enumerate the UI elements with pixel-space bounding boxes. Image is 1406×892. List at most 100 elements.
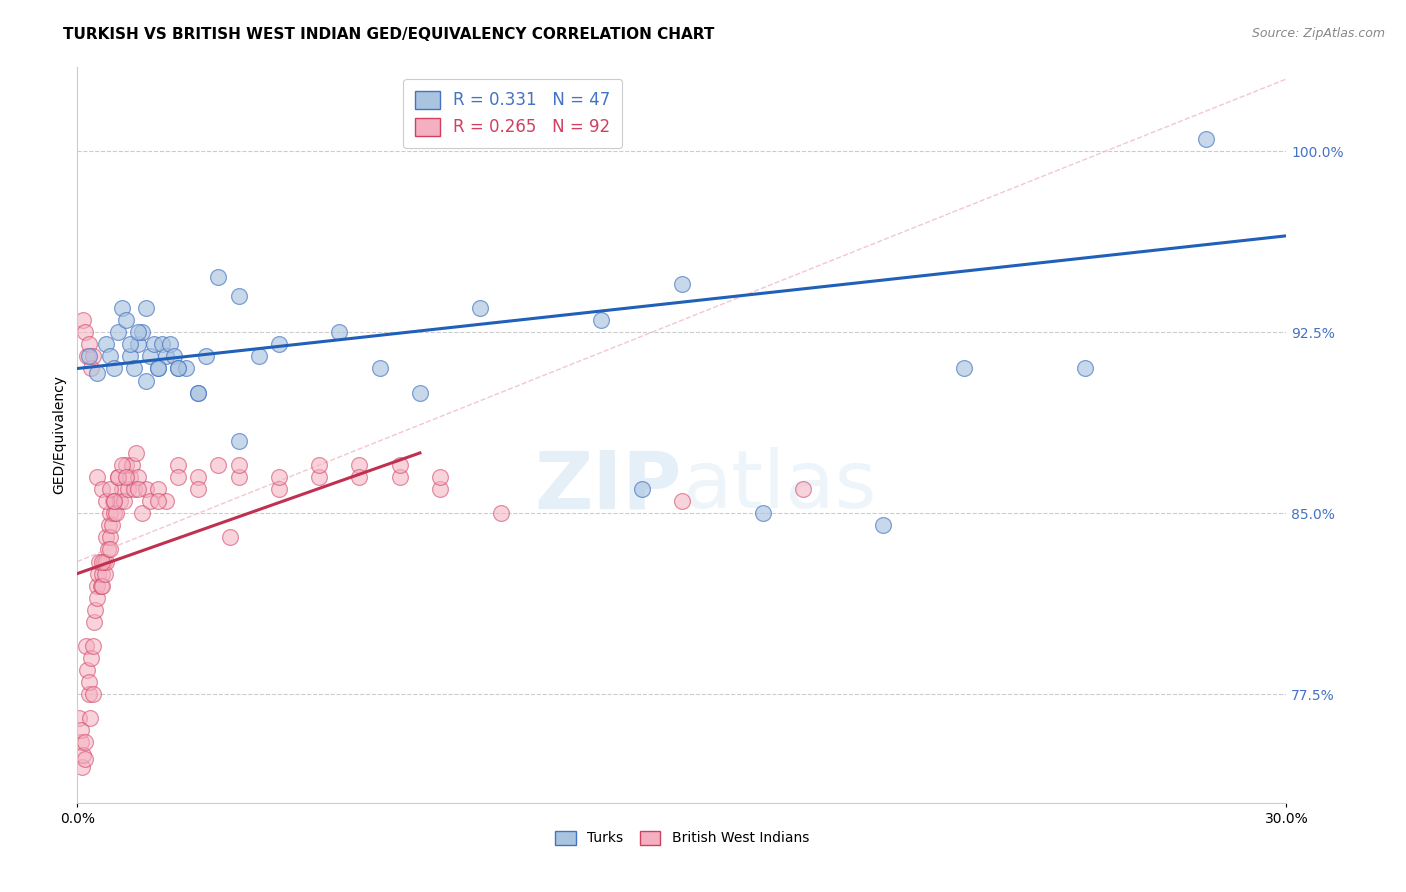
Point <box>118 350 141 364</box>
Point <box>349 470 371 484</box>
Point <box>751 506 773 520</box>
Point <box>228 289 250 303</box>
Point <box>146 361 169 376</box>
Point <box>118 470 141 484</box>
Point <box>101 494 124 508</box>
Point <box>108 494 131 508</box>
Point <box>671 277 693 291</box>
Point <box>121 458 143 472</box>
Point <box>127 482 149 496</box>
Point <box>308 458 330 472</box>
Point <box>86 470 108 484</box>
Point <box>470 301 492 315</box>
Point <box>93 555 115 569</box>
Point <box>131 326 153 340</box>
Point <box>792 482 814 496</box>
Legend: Turks, British West Indians: Turks, British West Indians <box>550 825 814 851</box>
Point <box>93 566 115 581</box>
Point <box>630 482 652 496</box>
Point <box>80 651 103 665</box>
Point <box>107 326 129 340</box>
Point <box>94 530 117 544</box>
Point <box>96 542 118 557</box>
Point <box>89 555 111 569</box>
Point <box>79 350 101 364</box>
Point <box>207 269 229 284</box>
Point <box>94 494 117 508</box>
Point <box>90 579 112 593</box>
Point <box>1195 132 1218 146</box>
Point <box>187 482 209 496</box>
Point <box>83 615 105 629</box>
Point <box>146 494 169 508</box>
Point <box>72 747 94 762</box>
Point <box>187 385 209 400</box>
Point <box>80 361 103 376</box>
Point <box>155 494 177 508</box>
Point <box>308 470 330 484</box>
Point <box>86 579 108 593</box>
Point <box>328 326 350 340</box>
Point <box>228 458 250 472</box>
Point <box>98 530 121 544</box>
Point <box>79 711 101 725</box>
Text: atlas: atlas <box>682 448 876 525</box>
Point <box>135 374 157 388</box>
Point <box>219 530 242 544</box>
Point <box>671 494 693 508</box>
Point <box>73 752 96 766</box>
Point <box>86 367 108 381</box>
Point <box>247 350 270 364</box>
Point <box>98 350 121 364</box>
Point <box>349 458 371 472</box>
Point <box>94 337 117 351</box>
Point <box>117 482 139 496</box>
Point <box>187 385 209 400</box>
Y-axis label: GED/Equivalency: GED/Equivalency <box>52 376 66 494</box>
Point <box>96 555 118 569</box>
Point <box>87 566 110 581</box>
Point <box>111 301 134 315</box>
Point <box>69 735 91 749</box>
Point <box>368 361 391 376</box>
Point <box>409 385 432 400</box>
Point <box>118 337 141 351</box>
Point <box>103 506 125 520</box>
Point <box>131 506 153 520</box>
Point <box>107 470 129 484</box>
Point <box>167 361 190 376</box>
Point <box>75 326 97 340</box>
Point <box>75 639 97 653</box>
Point <box>98 542 121 557</box>
Point <box>167 470 190 484</box>
Point <box>139 494 162 508</box>
Point <box>174 361 197 376</box>
Point <box>429 470 451 484</box>
Point <box>97 518 120 533</box>
Point <box>79 675 101 690</box>
Point <box>142 337 165 351</box>
Point <box>90 566 112 581</box>
Point <box>82 687 104 701</box>
Point <box>267 482 290 496</box>
Point <box>207 458 229 472</box>
Point <box>167 361 190 376</box>
Point <box>82 350 104 364</box>
Point <box>135 482 157 496</box>
Point <box>111 458 134 472</box>
Text: TURKISH VS BRITISH WEST INDIAN GED/EQUIVALENCY CORRELATION CHART: TURKISH VS BRITISH WEST INDIAN GED/EQUIV… <box>63 27 714 42</box>
Point <box>125 446 148 460</box>
Point <box>70 723 93 738</box>
Text: Source: ZipAtlas.com: Source: ZipAtlas.com <box>1251 27 1385 40</box>
Point <box>163 350 186 364</box>
Text: ZIP: ZIP <box>534 448 682 525</box>
Point <box>127 326 149 340</box>
Point <box>146 361 169 376</box>
Point <box>139 350 162 364</box>
Point <box>127 337 149 351</box>
Point <box>86 591 108 605</box>
Point <box>75 735 97 749</box>
Point <box>107 470 129 484</box>
Point <box>114 313 136 327</box>
Point <box>100 506 122 520</box>
